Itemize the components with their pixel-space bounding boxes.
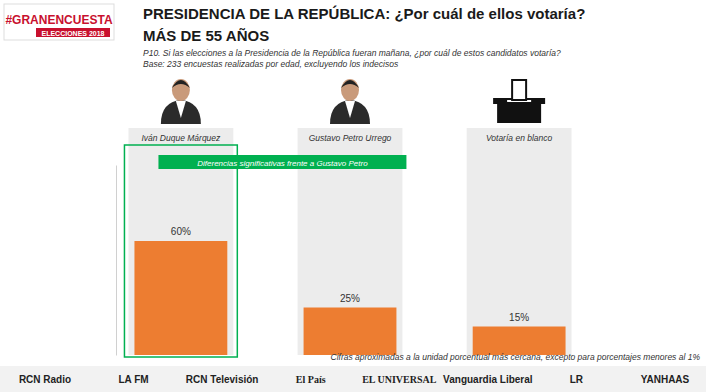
photo-body: [330, 100, 370, 124]
y-axis-line: [116, 166, 117, 356]
icons: [161, 79, 545, 124]
photo-hair: [172, 80, 190, 88]
photo-head: [172, 79, 190, 101]
category-label: Gustavo Petro Urrego: [309, 133, 392, 143]
photo-body: [161, 100, 201, 124]
panels: [128, 128, 571, 355]
sponsor: RCN Radio: [19, 374, 71, 385]
photo-shirt: [176, 101, 186, 118]
bar: [134, 241, 227, 355]
logo: #GRANENCUESTA ELECCIONES 2018: [4, 4, 114, 40]
title: PRESIDENCIA DE LA REPÚBLICA: ¿Por cuál d…: [143, 5, 585, 22]
y-axis: [116, 166, 117, 356]
chart: #GRANENCUESTA ELECCIONES 2018 PRESIDENCIA …: [0, 0, 706, 392]
ballot-paper: [512, 80, 526, 100]
candidate-photo: [161, 79, 201, 124]
question: P10. Si las elecciones a la Presidencia …: [143, 48, 561, 58]
category-label: Iván Duque Márquez: [141, 133, 221, 143]
ballot-icon: [493, 80, 545, 123]
candidate-photo: [330, 79, 370, 124]
logo-text: #GRANENCUESTA: [5, 13, 112, 27]
footnote: Cifras aproximadas a la unidad porcentua…: [331, 352, 701, 362]
bars: [134, 241, 565, 355]
sponsor: EL UNIVERSAL: [362, 374, 437, 385]
bar: [473, 327, 566, 356]
sponsor: LR: [570, 374, 584, 385]
data-label: 15%: [509, 312, 529, 323]
bar: [304, 308, 397, 356]
sponsor: YANHAAS: [641, 374, 690, 385]
base: Base: 233 encuestas realizadas por edad,…: [143, 59, 399, 69]
ballot-box: [497, 103, 541, 123]
logo-strip: [36, 28, 110, 37]
sponsor: LA FM: [118, 374, 148, 385]
sponsor: RCN Televisión: [186, 374, 259, 385]
photo-shirt: [345, 101, 355, 118]
photo-hair: [341, 80, 359, 88]
subtitle: MÁS DE 55 AÑOS: [143, 27, 269, 44]
highlight-frame: [124, 145, 237, 357]
data-label: 25%: [340, 293, 360, 304]
category-label: Votaría en blanco: [486, 133, 553, 143]
column-panel: [467, 128, 572, 355]
data-label: 60%: [171, 226, 191, 237]
sponsor-strip: [0, 366, 706, 392]
logo-box: [4, 4, 114, 40]
sponsor: Vanguardia Liberal: [443, 374, 533, 385]
annotation: Diferencias significativas frente a Gust…: [197, 159, 368, 168]
logo-subtext: ELECCIONES 2018: [41, 30, 104, 37]
photo-head: [341, 79, 359, 101]
annotation-box: [158, 155, 406, 169]
sponsor: El País: [296, 374, 326, 385]
